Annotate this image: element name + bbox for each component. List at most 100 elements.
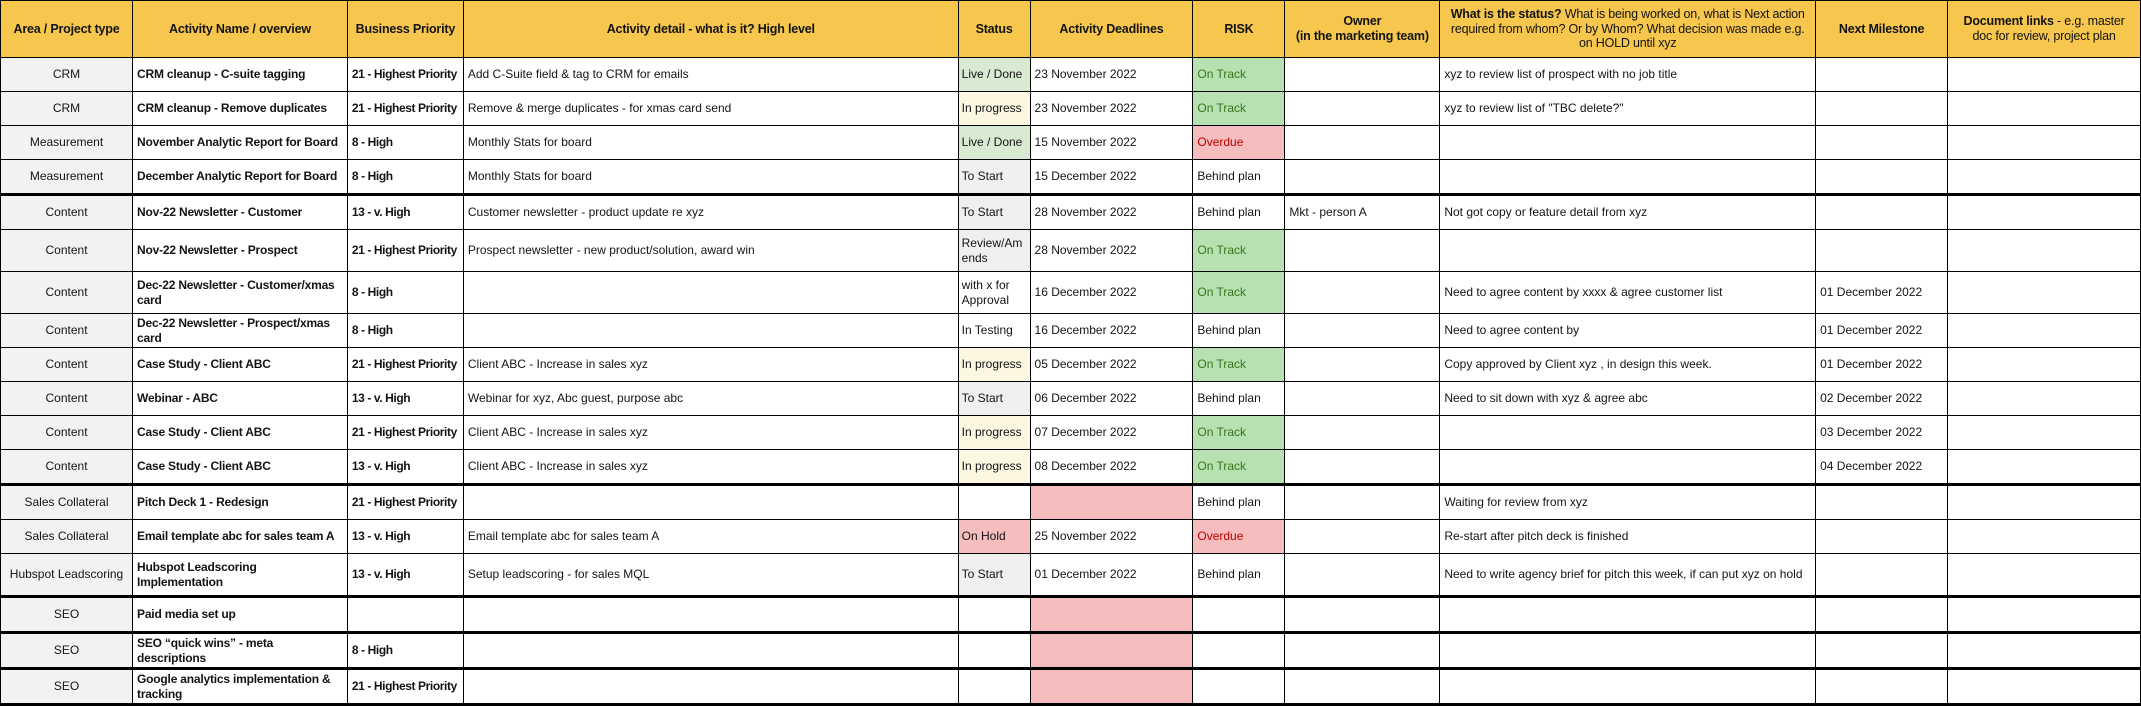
cell-priority[interactable] [346,596,464,634]
cell-name[interactable]: Case Study - Client ABC [132,347,348,382]
cell-deadline[interactable]: 01 December 2022 [1029,553,1194,598]
cell-detail[interactable]: Client ABC - Increase in sales xyz [462,415,959,450]
cell-name[interactable]: Pitch Deck 1 - Redesign [132,484,348,520]
cell-milestone[interactable] [1815,159,1949,196]
cell-status-note[interactable] [1439,125,1817,160]
cell-deadline[interactable]: 06 December 2022 [1029,381,1194,416]
cell-owner[interactable] [1284,271,1441,314]
cell-risk[interactable]: On Track [1192,347,1286,382]
column-header-doc-links[interactable]: Document links - e.g. master doc for rev… [1947,0,2141,58]
cell-status-note[interactable] [1439,415,1817,450]
cell-milestone[interactable]: 01 December 2022 [1815,347,1949,382]
cell-milestone[interactable] [1815,484,1949,520]
cell-doc-links[interactable] [1947,632,2141,670]
cell-risk[interactable]: Behind plan [1192,313,1286,348]
cell-doc-links[interactable] [1947,449,2141,486]
cell-priority[interactable]: 21 - Highest Priority [346,229,464,272]
cell-milestone[interactable]: 02 December 2022 [1815,381,1949,416]
cell-area[interactable]: Content [0,194,134,230]
cell-owner[interactable] [1284,553,1441,598]
cell-status-note[interactable]: xyz to review list of "TBC delete?" [1439,91,1817,126]
cell-name[interactable]: Paid media set up [132,596,348,634]
cell-area[interactable]: Measurement [0,125,134,160]
cell-detail[interactable]: Prospect newsletter - new product/soluti… [462,229,959,272]
cell-status[interactable]: In progress [957,449,1031,486]
cell-priority[interactable]: 8 - High [346,313,464,348]
cell-area[interactable]: Hubspot Leadscoring [0,553,134,598]
cell-detail[interactable]: Webinar for xyz, Abc guest, purpose abc [462,381,959,416]
cell-name[interactable]: November Analytic Report for Board [132,125,348,160]
cell-deadline[interactable]: 15 December 2022 [1029,159,1194,196]
cell-doc-links[interactable] [1947,91,2141,126]
cell-deadline[interactable]: 23 November 2022 [1029,57,1194,92]
cell-name[interactable]: Google analytics implementation & tracki… [132,668,348,706]
cell-detail[interactable]: Customer newsletter - product update re … [462,194,959,230]
column-header-risk[interactable]: RISK [1192,0,1286,58]
cell-status[interactable]: with x for Approval [957,271,1031,314]
cell-priority[interactable]: 21 - Highest Priority [346,57,464,92]
cell-detail[interactable]: Client ABC - Increase in sales xyz [462,347,959,382]
cell-deadline[interactable] [1029,484,1194,520]
cell-status[interactable]: In Testing [957,313,1031,348]
cell-doc-links[interactable] [1947,347,2141,382]
cell-status-note[interactable] [1439,668,1817,706]
cell-milestone[interactable] [1815,596,1949,634]
cell-priority[interactable]: 21 - Highest Priority [346,91,464,126]
cell-priority[interactable]: 13 - v. High [346,553,464,598]
cell-priority[interactable]: 8 - High [346,125,464,160]
column-header-status[interactable]: Status [957,0,1031,58]
cell-area[interactable]: Content [0,381,134,416]
cell-status-note[interactable]: Copy approved by Client xyz , in design … [1439,347,1817,382]
cell-risk[interactable] [1192,632,1286,670]
cell-priority[interactable]: 13 - v. High [346,519,464,554]
cell-doc-links[interactable] [1947,125,2141,160]
cell-owner[interactable] [1284,229,1441,272]
cell-doc-links[interactable] [1947,271,2141,314]
cell-owner[interactable] [1284,347,1441,382]
column-header-name[interactable]: Activity Name / overview [132,0,348,58]
cell-name[interactable]: Case Study - Client ABC [132,415,348,450]
cell-owner[interactable] [1284,91,1441,126]
cell-area[interactable]: Content [0,415,134,450]
cell-owner[interactable] [1284,632,1441,670]
cell-status-note[interactable]: Waiting for review from xyz [1439,484,1817,520]
cell-name[interactable]: Email template abc for sales team A [132,519,348,554]
cell-area[interactable]: Content [0,347,134,382]
cell-doc-links[interactable] [1947,415,2141,450]
cell-status[interactable] [957,484,1031,520]
cell-deadline[interactable]: 07 December 2022 [1029,415,1194,450]
cell-status-note[interactable]: xyz to review list of prospect with no j… [1439,57,1817,92]
cell-risk[interactable]: Behind plan [1192,484,1286,520]
cell-status-note[interactable]: Need to agree content by [1439,313,1817,348]
cell-status[interactable] [957,632,1031,670]
cell-doc-links[interactable] [1947,229,2141,272]
cell-priority[interactable]: 13 - v. High [346,194,464,230]
column-header-deadline[interactable]: Activity Deadlines [1029,0,1194,58]
cell-status-note[interactable]: Need to write agency brief for pitch thi… [1439,553,1817,598]
cell-doc-links[interactable] [1947,553,2141,598]
cell-risk[interactable]: On Track [1192,229,1286,272]
cell-risk[interactable]: Overdue [1192,519,1286,554]
cell-name[interactable]: Nov-22 Newsletter - Customer [132,194,348,230]
cell-status-note[interactable] [1439,159,1817,196]
cell-risk[interactable]: On Track [1192,271,1286,314]
cell-status[interactable]: In progress [957,347,1031,382]
cell-doc-links[interactable] [1947,194,2141,230]
cell-milestone[interactable] [1815,519,1949,554]
cell-doc-links[interactable] [1947,519,2141,554]
cell-priority[interactable]: 13 - v. High [346,381,464,416]
cell-owner[interactable] [1284,159,1441,196]
column-header-status-note[interactable]: What is the status? What is being worked… [1439,0,1817,58]
cell-owner[interactable] [1284,125,1441,160]
cell-status[interactable]: To Start [957,194,1031,230]
cell-risk[interactable] [1192,596,1286,634]
cell-status-note[interactable]: Need to agree content by xxxx & agree cu… [1439,271,1817,314]
cell-status-note[interactable] [1439,449,1817,486]
cell-name[interactable]: CRM cleanup - Remove duplicates [132,91,348,126]
cell-risk[interactable]: On Track [1192,415,1286,450]
cell-priority[interactable]: 21 - Highest Priority [346,484,464,520]
cell-status-note[interactable] [1439,596,1817,634]
cell-detail[interactable] [462,313,959,348]
column-header-priority[interactable]: Business Priority [346,0,464,58]
cell-detail[interactable]: Remove & merge duplicates - for xmas car… [462,91,959,126]
